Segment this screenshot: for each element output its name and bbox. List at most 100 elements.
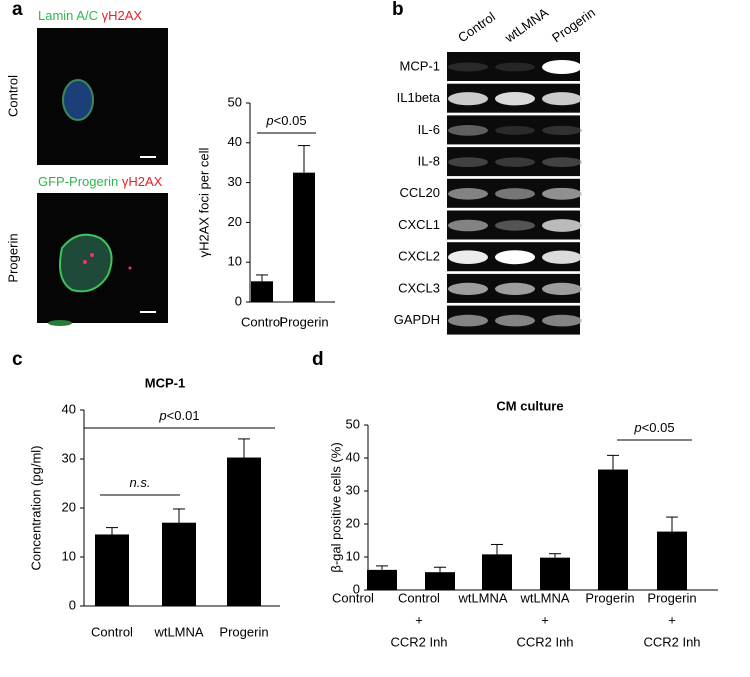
y-tick-label: 30 bbox=[228, 174, 242, 189]
band bbox=[448, 250, 488, 265]
band bbox=[542, 314, 582, 327]
gene-label: IL-8 bbox=[418, 154, 440, 169]
bar bbox=[227, 457, 261, 606]
y-tick-label: 0 bbox=[69, 597, 76, 612]
nucleus bbox=[62, 79, 94, 121]
band bbox=[542, 157, 582, 168]
y-tick-label: 40 bbox=[346, 449, 360, 464]
gene-label: CCL20 bbox=[400, 185, 440, 200]
band bbox=[448, 219, 488, 232]
band bbox=[495, 125, 535, 135]
bar bbox=[657, 531, 687, 590]
lane-label: wtLMNA bbox=[501, 5, 551, 46]
band bbox=[542, 187, 582, 200]
band bbox=[495, 220, 535, 231]
annotation: p<0.05 bbox=[633, 420, 674, 435]
y-tick-label: 50 bbox=[228, 94, 242, 109]
y-tick-label: 10 bbox=[228, 254, 242, 269]
annotation: p<0.01 bbox=[158, 408, 199, 423]
y-axis-label: Concentration (pg/ml) bbox=[28, 446, 43, 571]
treatment-label: CCR2 Inh bbox=[643, 634, 700, 649]
bar bbox=[95, 534, 129, 606]
annotation-italic: p bbox=[265, 113, 273, 128]
stain-green: GFP-Progerin bbox=[38, 174, 118, 189]
band bbox=[542, 282, 582, 295]
band bbox=[542, 125, 582, 135]
band bbox=[448, 282, 488, 295]
x-tick-label: Progerin bbox=[279, 314, 328, 329]
x-tick-label: Progerin bbox=[585, 590, 634, 605]
x-tick-label: Control bbox=[241, 314, 283, 329]
bar bbox=[598, 469, 628, 590]
annotation-text: <0.05 bbox=[274, 113, 307, 128]
stain-label: GFP-Progerin γH2AX bbox=[38, 174, 163, 189]
cell-edge bbox=[48, 320, 72, 326]
band bbox=[495, 314, 535, 327]
gene-label: MCP-1 bbox=[400, 58, 440, 73]
y-tick-label: 40 bbox=[228, 134, 242, 149]
band bbox=[448, 92, 488, 106]
annotation-italic: p bbox=[633, 420, 641, 435]
chart-title: MCP-1 bbox=[145, 375, 185, 390]
annotation: p<0.05 bbox=[265, 113, 306, 128]
annotation: n.s. bbox=[130, 475, 151, 490]
x-tick-label: Progerin bbox=[647, 590, 696, 605]
y-tick-label: 20 bbox=[228, 214, 242, 229]
band bbox=[495, 188, 535, 200]
stain-red: γH2AX bbox=[122, 174, 163, 189]
y-tick-label: 50 bbox=[346, 416, 360, 431]
band bbox=[448, 188, 488, 200]
band bbox=[448, 157, 488, 168]
y-tick-label: 20 bbox=[346, 515, 360, 530]
panel-letter: b bbox=[392, 0, 404, 20]
treatment-label: CCR2 Inh bbox=[390, 634, 447, 649]
annotation-italic: p bbox=[158, 408, 166, 423]
gene-label: CXCL2 bbox=[398, 249, 440, 264]
x-tick-label: wtLMNA bbox=[457, 590, 507, 605]
bar bbox=[540, 557, 570, 590]
y-tick-label: 0 bbox=[235, 293, 242, 308]
y-tick-label: 40 bbox=[62, 401, 76, 416]
band bbox=[495, 62, 535, 72]
band bbox=[495, 282, 535, 295]
bar bbox=[251, 281, 273, 302]
annotation-italic: n.s. bbox=[130, 475, 151, 490]
micrograph bbox=[37, 28, 168, 165]
y-tick-label: 10 bbox=[62, 548, 76, 563]
row-label: Control bbox=[5, 75, 20, 117]
stain-green: Lamin A/C bbox=[38, 8, 98, 23]
y-tick-label: 20 bbox=[62, 499, 76, 514]
bar bbox=[367, 569, 397, 590]
row-label: Progerin bbox=[5, 233, 20, 282]
band bbox=[542, 219, 582, 232]
bar bbox=[162, 522, 196, 606]
gene-label: CXCL1 bbox=[398, 217, 440, 232]
y-axis-label: β-gal positive cells (%) bbox=[328, 442, 343, 572]
focus bbox=[128, 266, 132, 270]
chart-title: CM culture bbox=[496, 398, 563, 413]
band bbox=[495, 157, 535, 167]
y-axis-label: γH2AX foci per cell bbox=[196, 147, 211, 257]
band bbox=[542, 250, 582, 264]
y-tick-label: 0 bbox=[353, 581, 360, 596]
panel-letter: a bbox=[12, 0, 23, 20]
gene-label: IL-6 bbox=[418, 122, 440, 137]
band bbox=[448, 62, 488, 72]
lane-label: Progerin bbox=[549, 5, 598, 45]
lane-label: Control bbox=[455, 9, 498, 45]
band bbox=[495, 250, 535, 265]
stain-red: γH2AX bbox=[102, 8, 143, 23]
y-tick-label: 30 bbox=[346, 482, 360, 497]
x-tick-label: Control bbox=[398, 590, 440, 605]
treatment-label: + bbox=[668, 612, 676, 627]
x-tick-label: Progerin bbox=[219, 624, 268, 639]
bar bbox=[293, 172, 315, 302]
bar bbox=[425, 572, 455, 590]
gene-label: GAPDH bbox=[394, 312, 440, 327]
y-tick-label: 10 bbox=[346, 548, 360, 563]
stain-label: Lamin A/C γH2AX bbox=[38, 8, 142, 23]
treatment-label: + bbox=[541, 612, 549, 627]
treatment-label: + bbox=[415, 612, 423, 627]
gene-label: IL1beta bbox=[397, 90, 441, 105]
